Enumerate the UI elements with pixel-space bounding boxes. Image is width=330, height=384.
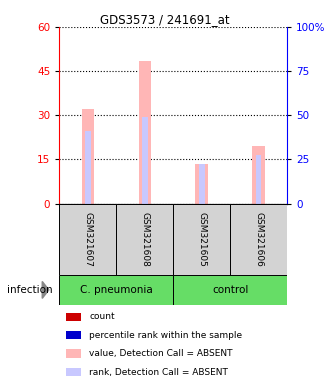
Text: GSM321607: GSM321607 bbox=[83, 212, 92, 266]
Text: percentile rank within the sample: percentile rank within the sample bbox=[89, 331, 242, 340]
Bar bbox=[195, 164, 208, 204]
Polygon shape bbox=[42, 281, 49, 298]
Bar bbox=[59, 204, 116, 275]
Bar bbox=[139, 61, 151, 204]
Text: GSM321606: GSM321606 bbox=[254, 212, 263, 266]
Bar bbox=[173, 275, 287, 305]
Bar bbox=[199, 164, 205, 204]
Bar bbox=[173, 204, 230, 275]
Bar bbox=[252, 146, 265, 204]
Bar bbox=[116, 204, 173, 275]
Text: count: count bbox=[89, 312, 115, 321]
Bar bbox=[59, 275, 173, 305]
Bar bbox=[85, 131, 91, 204]
Bar bbox=[142, 117, 148, 204]
Bar bbox=[230, 204, 287, 275]
Text: GSM321605: GSM321605 bbox=[197, 212, 206, 266]
Text: GSM321608: GSM321608 bbox=[140, 212, 149, 266]
Text: value, Detection Call = ABSENT: value, Detection Call = ABSENT bbox=[89, 349, 233, 358]
Text: C. pneumonia: C. pneumonia bbox=[80, 285, 153, 295]
Bar bbox=[256, 155, 261, 204]
Bar bbox=[82, 109, 94, 204]
Text: control: control bbox=[212, 285, 248, 295]
Text: GDS3573 / 241691_at: GDS3573 / 241691_at bbox=[100, 13, 230, 26]
Text: rank, Detection Call = ABSENT: rank, Detection Call = ABSENT bbox=[89, 367, 228, 377]
Text: infection: infection bbox=[7, 285, 52, 295]
